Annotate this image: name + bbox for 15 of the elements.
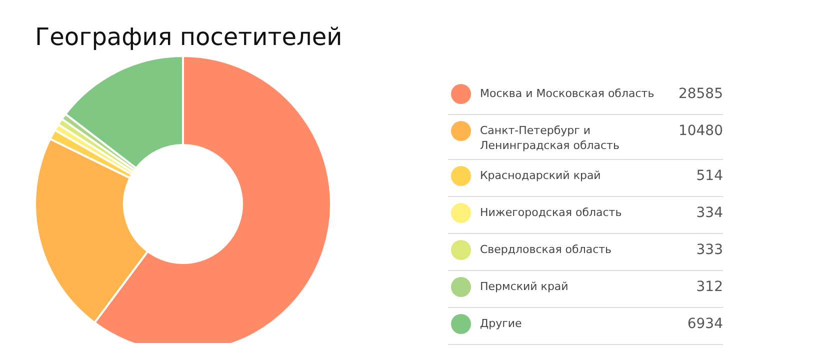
legend-label: Другие bbox=[480, 316, 523, 331]
data-label: 514 bbox=[695, 167, 723, 184]
legend-label: Москва и Московская область bbox=[480, 86, 656, 101]
chart-title: География посетителей bbox=[35, 23, 342, 51]
legend-label: Пермский край bbox=[480, 279, 570, 294]
data-label: 10480 bbox=[677, 122, 723, 139]
data-label: 333 bbox=[695, 241, 723, 258]
legend-label: Санкт-Петербург и Ленинградская область bbox=[480, 123, 620, 153]
legend-label: Свердловская область bbox=[480, 242, 613, 257]
data-label: 312 bbox=[695, 278, 723, 295]
legend-label: Нижегородская область bbox=[480, 205, 623, 220]
data-label: 334 bbox=[695, 204, 723, 221]
legend-label: Краснодарский край bbox=[480, 168, 602, 183]
data-label: 6934 bbox=[686, 315, 723, 332]
data-label: 28585 bbox=[677, 85, 723, 102]
